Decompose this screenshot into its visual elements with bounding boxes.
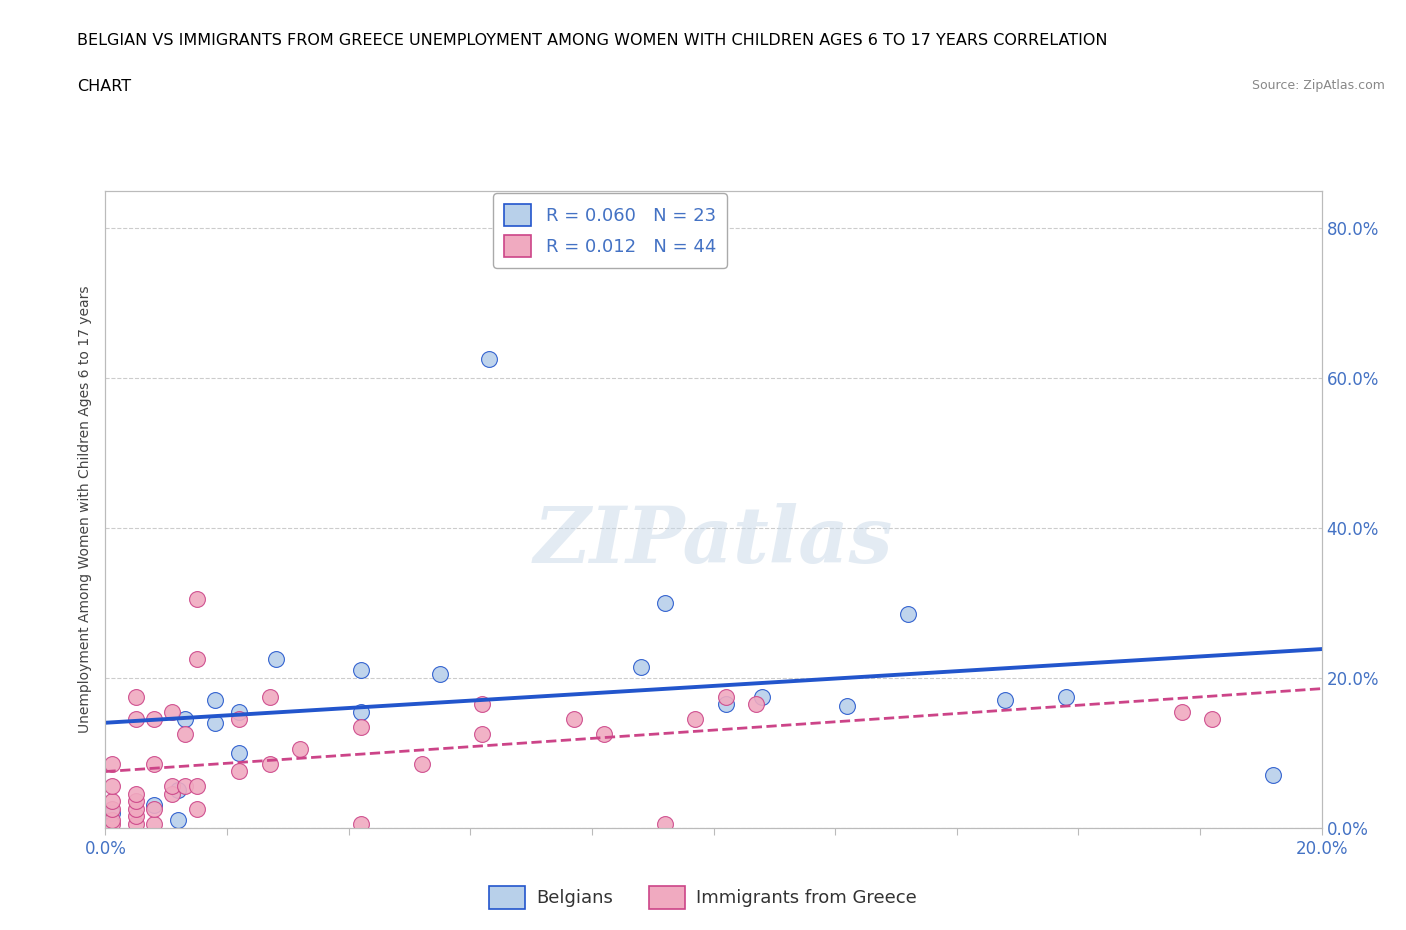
Point bbox=[477, 352, 499, 366]
Point bbox=[228, 745, 250, 760]
Legend: Belgians, Immigrants from Greece: Belgians, Immigrants from Greece bbox=[482, 879, 924, 916]
Point bbox=[593, 726, 616, 741]
Text: BELGIAN VS IMMIGRANTS FROM GREECE UNEMPLOYMENT AMONG WOMEN WITH CHILDREN AGES 6 : BELGIAN VS IMMIGRANTS FROM GREECE UNEMPL… bbox=[77, 33, 1108, 47]
Point bbox=[143, 798, 166, 813]
Point bbox=[350, 663, 373, 678]
Point bbox=[167, 813, 190, 828]
Point bbox=[264, 652, 287, 667]
Point bbox=[714, 697, 737, 711]
Point bbox=[288, 741, 311, 756]
Point bbox=[125, 787, 148, 802]
Legend: R = 0.060   N = 23, R = 0.012   N = 44: R = 0.060 N = 23, R = 0.012 N = 44 bbox=[494, 193, 727, 268]
Point bbox=[1054, 689, 1077, 704]
Point bbox=[186, 591, 208, 606]
Point bbox=[125, 802, 148, 817]
Point bbox=[100, 817, 122, 831]
Point bbox=[100, 757, 122, 772]
Point bbox=[186, 802, 208, 817]
Point bbox=[745, 697, 768, 711]
Point bbox=[994, 693, 1017, 708]
Point bbox=[100, 802, 122, 817]
Point bbox=[1261, 768, 1284, 783]
Point bbox=[562, 711, 585, 726]
Point bbox=[173, 779, 195, 794]
Point bbox=[125, 794, 148, 809]
Point bbox=[259, 689, 281, 704]
Point bbox=[714, 689, 737, 704]
Text: ZIPatlas: ZIPatlas bbox=[534, 503, 893, 579]
Text: CHART: CHART bbox=[77, 79, 131, 94]
Point bbox=[143, 817, 166, 831]
Point bbox=[654, 817, 676, 831]
Point bbox=[100, 813, 122, 828]
Point bbox=[204, 693, 226, 708]
Point bbox=[228, 764, 250, 779]
Point bbox=[162, 787, 184, 802]
Y-axis label: Unemployment Among Women with Children Ages 6 to 17 years: Unemployment Among Women with Children A… bbox=[79, 286, 93, 733]
Point bbox=[897, 606, 920, 621]
Point bbox=[125, 711, 148, 726]
Point bbox=[350, 719, 373, 734]
Point bbox=[125, 817, 148, 831]
Point bbox=[162, 779, 184, 794]
Point bbox=[654, 595, 676, 610]
Point bbox=[100, 794, 122, 809]
Point bbox=[228, 711, 250, 726]
Point bbox=[173, 726, 195, 741]
Point bbox=[167, 783, 190, 798]
Point bbox=[1201, 711, 1223, 726]
Point bbox=[143, 711, 166, 726]
Point bbox=[411, 757, 433, 772]
Point bbox=[125, 809, 148, 824]
Point bbox=[143, 802, 166, 817]
Point bbox=[471, 697, 494, 711]
Point bbox=[350, 817, 373, 831]
Point bbox=[204, 715, 226, 730]
Point bbox=[1171, 704, 1194, 719]
Point bbox=[837, 698, 859, 713]
Point bbox=[143, 757, 166, 772]
Point bbox=[471, 726, 494, 741]
Point bbox=[100, 805, 122, 820]
Point bbox=[630, 659, 652, 674]
Text: Source: ZipAtlas.com: Source: ZipAtlas.com bbox=[1251, 79, 1385, 92]
Point bbox=[350, 704, 373, 719]
Point bbox=[429, 667, 451, 682]
Point bbox=[186, 779, 208, 794]
Point bbox=[751, 689, 773, 704]
Point bbox=[259, 757, 281, 772]
Point bbox=[685, 711, 707, 726]
Point bbox=[173, 711, 195, 726]
Point bbox=[186, 652, 208, 667]
Point bbox=[162, 704, 184, 719]
Point bbox=[228, 704, 250, 719]
Point bbox=[100, 779, 122, 794]
Point bbox=[125, 689, 148, 704]
